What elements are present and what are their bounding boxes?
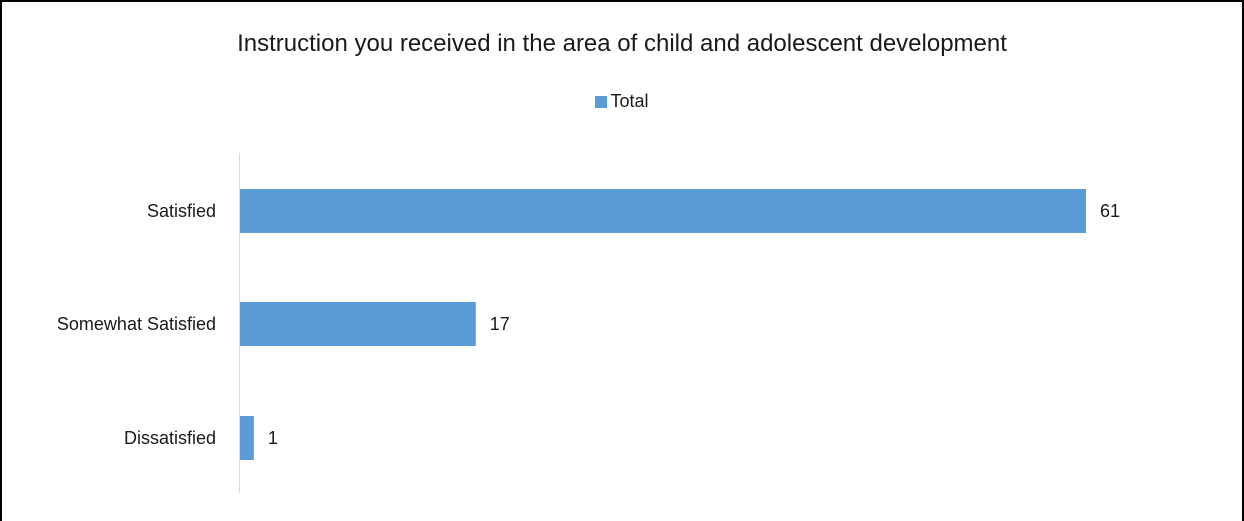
bar-somewhat-satisfied <box>240 302 476 346</box>
bar-dissatisfied <box>240 416 254 460</box>
category-label-dissatisfied: Dissatisfied <box>124 428 216 448</box>
data-label-satisfied: 61 <box>1100 201 1120 221</box>
category-label-somewhat-satisfied: Somewhat Satisfied <box>57 314 216 334</box>
data-label-dissatisfied: 1 <box>268 428 278 448</box>
category-label-satisfied: Satisfied <box>147 201 216 221</box>
data-label-somewhat-satisfied: 17 <box>490 314 510 334</box>
bar-satisfied <box>240 189 1086 233</box>
